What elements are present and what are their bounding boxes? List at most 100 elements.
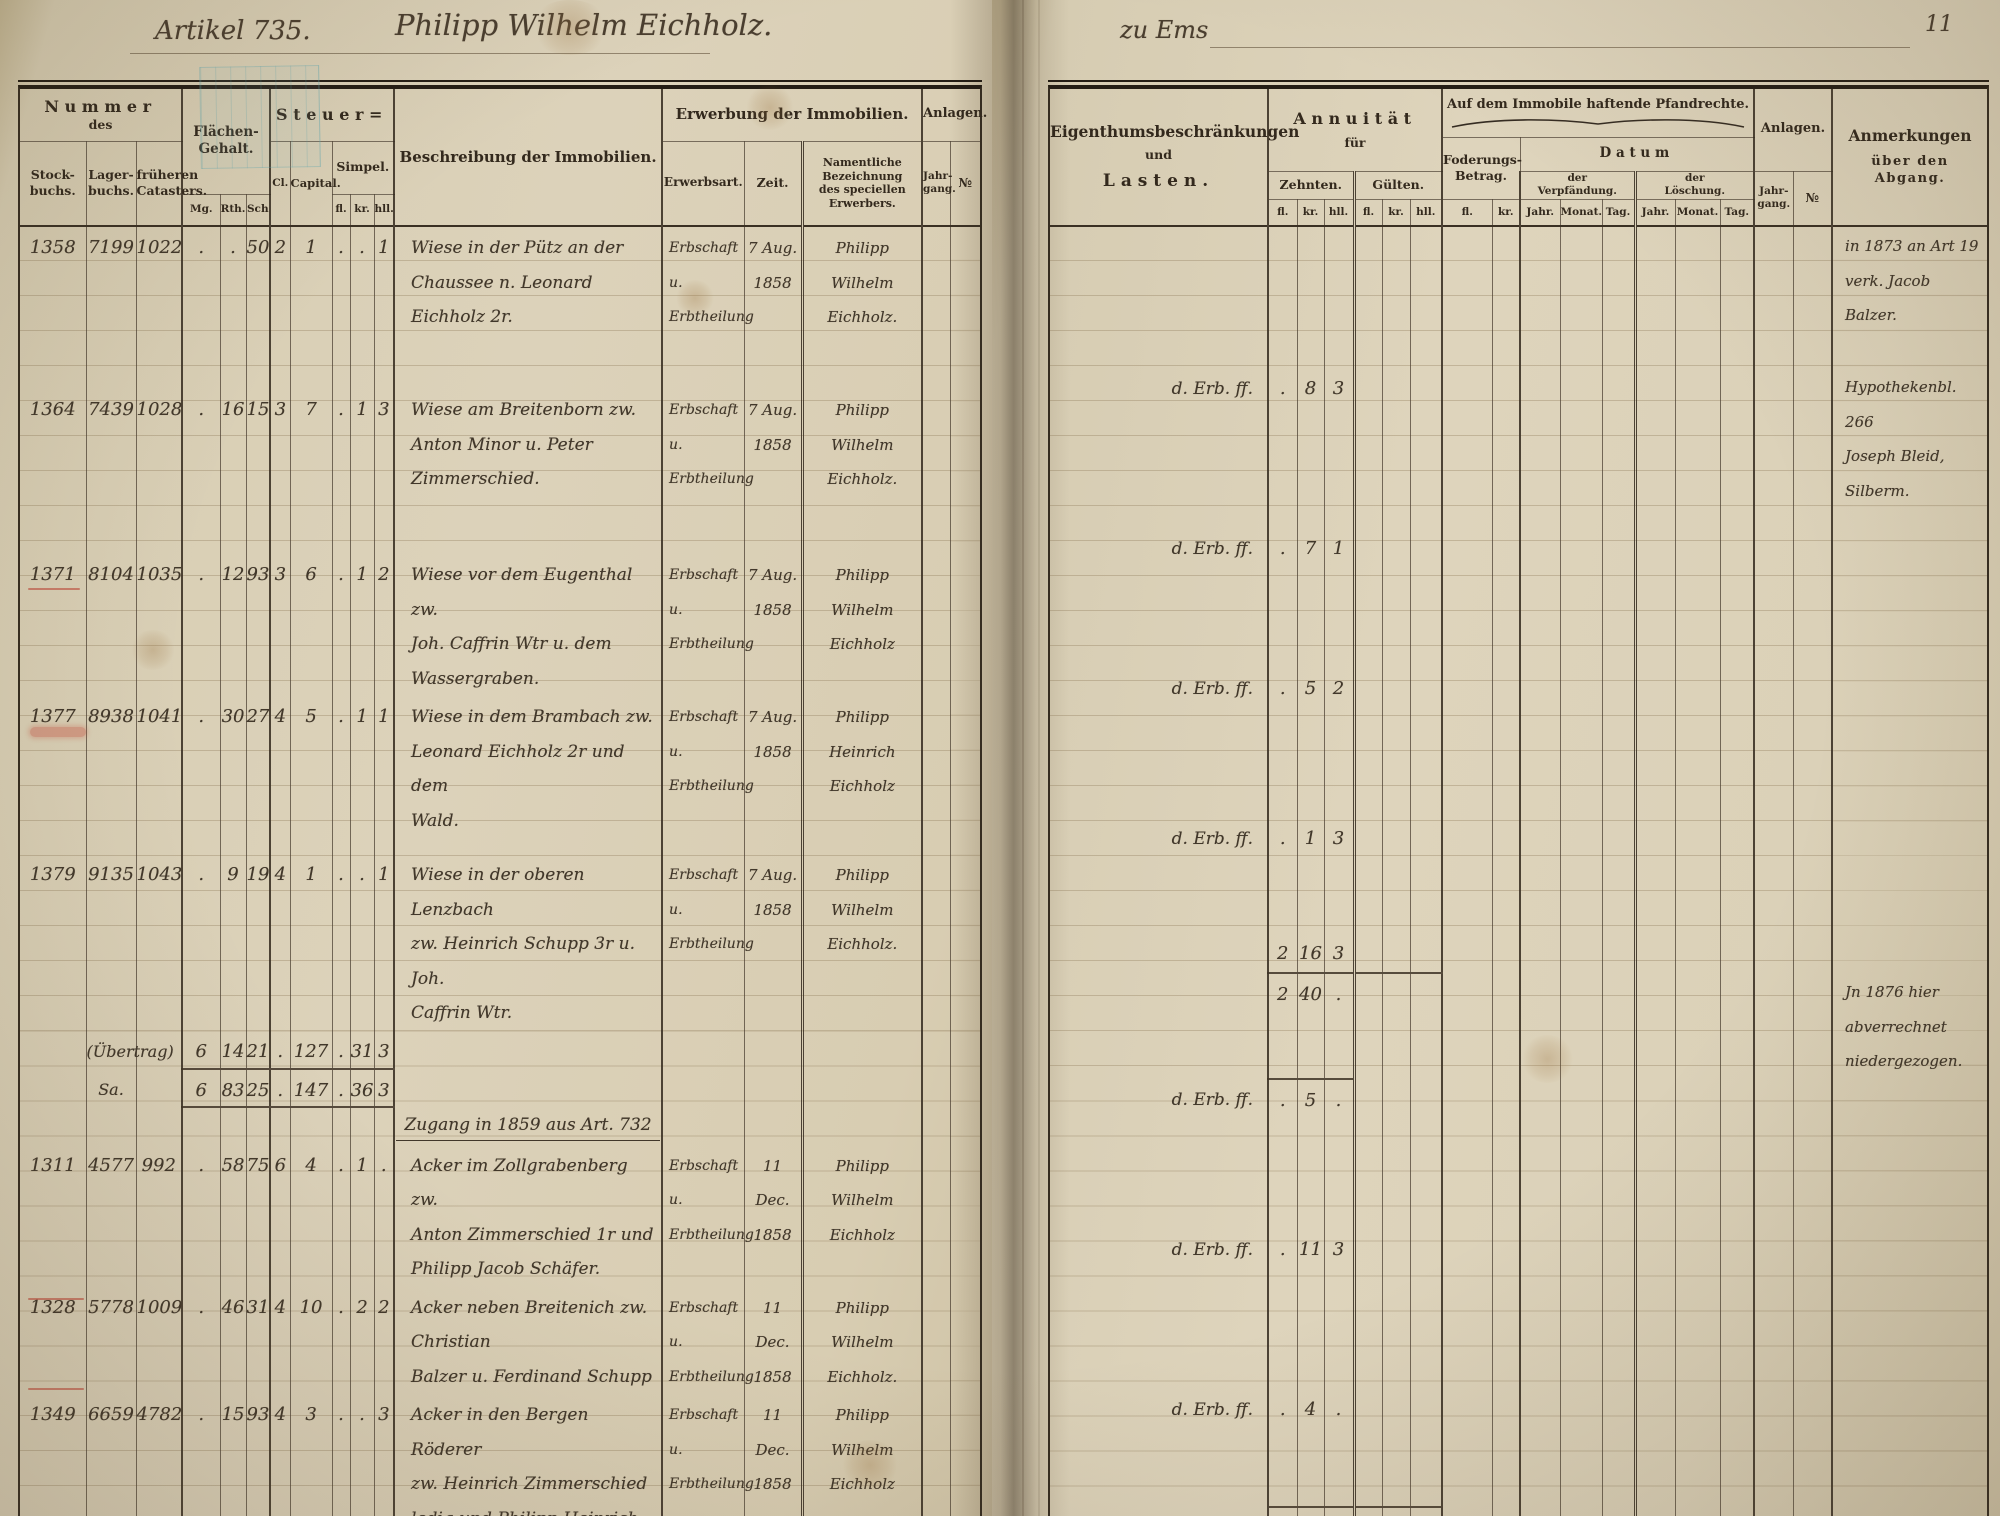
cell-text: 2 xyxy=(1277,984,1289,1005)
fold-line xyxy=(1022,0,1024,1516)
cell-text: 12 xyxy=(221,564,245,585)
ledger-cell: 3 xyxy=(373,389,395,554)
ledger-cell xyxy=(1792,1506,1833,1516)
ledger-cell: 27 xyxy=(245,696,271,854)
ledger-cell: 50 xyxy=(245,226,271,389)
ledger-cell: . xyxy=(331,1286,351,1394)
cell-text: . xyxy=(338,237,344,258)
ledger-cell xyxy=(1267,226,1297,368)
ledger-cell xyxy=(289,1106,333,1145)
cell-text: . xyxy=(198,706,205,727)
ledger-cell: d. Erb. ff. xyxy=(1050,528,1268,668)
cell-text xyxy=(1833,1507,1987,1509)
ledger-cell xyxy=(1519,933,1560,973)
header-verpfaendung: der Verpfändung. xyxy=(1519,171,1635,200)
ledger-cell: 5 xyxy=(289,696,333,854)
ledger-cell: d. Erb. ff. xyxy=(1050,668,1268,818)
ledger-cell xyxy=(1831,668,1988,818)
ledger-cell xyxy=(1633,368,1675,528)
cell-text: . xyxy=(198,864,205,885)
ledger-cell xyxy=(1519,818,1560,933)
ledger-cell xyxy=(1491,818,1520,933)
ledger-cell xyxy=(331,1106,351,1145)
ledger-cell: (Übertrag) xyxy=(85,1030,174,1069)
ledger-cell xyxy=(1441,1506,1492,1516)
ledger-cell: . xyxy=(1296,1505,1324,1516)
cell-text: . xyxy=(277,1079,284,1101)
ledger-cell: 36 xyxy=(349,1068,375,1108)
ledger-cell: Philipp Wilhelm Eichholz xyxy=(800,1394,923,1516)
cell-text: 10 xyxy=(299,1296,323,1318)
cell-text: Jn 1876 hier abverrechnet niedergezogen. xyxy=(1845,983,1963,1070)
header-v-jahr: Jahr. xyxy=(1519,199,1560,227)
ledger-cell xyxy=(1559,818,1602,933)
ledger-cell: 147 xyxy=(289,1068,333,1108)
cell-text: d. Erb. ff. xyxy=(1171,1399,1253,1420)
ledger-cell xyxy=(1792,1388,1833,1507)
ledger-cell xyxy=(1633,1228,1675,1389)
right-table-header: Eigenthumsbeschränkungen und Lasten. Ann… xyxy=(1050,89,1988,227)
ledger-cell xyxy=(1831,1388,1988,1507)
cell-text: 1 xyxy=(356,706,368,727)
ledger-cell xyxy=(1381,226,1410,368)
ledger-cell: 2 xyxy=(269,226,291,389)
header-l-monat: Monat. xyxy=(1674,199,1720,227)
ledger-cell xyxy=(921,1106,951,1145)
cell-text: 7 Aug. 1858 xyxy=(747,401,798,454)
ledger-cell: Acker im Zollgrabenberg zw. Anton Zimmer… xyxy=(393,1144,663,1287)
header-zehnten: Zehnten. xyxy=(1267,171,1354,200)
cell-text xyxy=(663,1107,744,1111)
ledger-cell: 1028 xyxy=(135,389,182,554)
cell-text: Wiese in dem Brambach zw. Leonard Eichho… xyxy=(411,707,653,831)
header-mg: Mg. xyxy=(181,194,221,227)
ledger-cell xyxy=(949,1068,981,1107)
cell-text: 31 xyxy=(246,1296,270,1318)
cell-text: 1009 xyxy=(136,1296,183,1318)
cell-text: 4 xyxy=(274,1404,287,1425)
ledger-cell: 1 xyxy=(373,696,395,854)
cell-text: 93 xyxy=(246,1404,270,1425)
cell-text: 6 xyxy=(274,1154,287,1176)
ledger-cell xyxy=(1050,226,1268,368)
ledger-cell: 3 xyxy=(373,1394,395,1516)
ledger-cell: 93 xyxy=(245,1394,271,1516)
ledger-cell: 8104 xyxy=(85,554,136,696)
cell-text xyxy=(395,1069,661,1073)
cell-text: 6 xyxy=(195,1079,207,1101)
cell-text xyxy=(663,1031,744,1035)
cell-text xyxy=(1253,942,1267,948)
ledger-cell: 3 xyxy=(269,554,291,696)
ledger-cell: 1 xyxy=(289,854,333,1031)
cell-text: 2 xyxy=(378,564,390,585)
header-g-fl: fl. xyxy=(1352,199,1382,227)
ledger-cell: . xyxy=(331,1394,351,1516)
ledger-cell: Erbschaft u. Erbtheilung xyxy=(661,389,754,554)
ledger-cell: Zugang in 1859 aus Art. 732 xyxy=(393,1106,663,1145)
ledger-cell: 11 Dec. 1858 xyxy=(743,1144,803,1287)
cell-text: Philipp Wilhelm Eichholz xyxy=(829,1156,895,1244)
cell-text: 6659 xyxy=(88,1404,134,1425)
ledger-cell xyxy=(1409,668,1442,818)
ledger-cell: 15 xyxy=(219,1394,247,1516)
ledger-cell: . xyxy=(1267,1078,1297,1229)
cell-text: 3 xyxy=(378,1404,390,1425)
ledger-cell xyxy=(1381,528,1410,668)
ledger-cell: 7 Aug. 1858 xyxy=(743,696,803,854)
cell-text: 36 xyxy=(350,1079,374,1101)
cell-text xyxy=(1833,818,1987,820)
header-loeschung: der Löschung. xyxy=(1633,171,1755,200)
ledger-cell xyxy=(1753,1228,1794,1389)
ledger-cell: 9 xyxy=(219,854,247,1031)
header-v-monat: Monat. xyxy=(1559,199,1602,227)
ledger-cell xyxy=(1831,1506,1988,1516)
cell-text: 3 xyxy=(378,1079,390,1101)
ledger-cell xyxy=(1831,933,1988,973)
cell-text: 83 xyxy=(221,1079,245,1101)
ledger-cell xyxy=(1674,368,1720,528)
cell-text: 9 xyxy=(227,864,239,885)
ledger-cell xyxy=(1559,368,1602,528)
ledger-cell: 7439 xyxy=(85,389,136,554)
ledger-cell: 7 Aug. 1858 xyxy=(743,854,803,1031)
cell-text: 4 xyxy=(274,1296,287,1318)
ledger-cell: 6659 xyxy=(85,1394,136,1516)
